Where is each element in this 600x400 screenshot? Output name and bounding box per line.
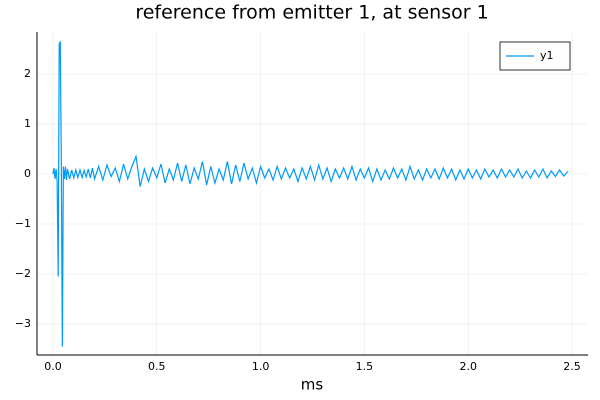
- y-tick-label: 2: [24, 67, 31, 80]
- line: [52, 41, 569, 347]
- chart-title: reference from emitter 1, at sensor 1: [135, 2, 488, 24]
- x-tick-label: 1.0: [252, 360, 270, 373]
- x-tick-label: 2.0: [459, 360, 477, 373]
- y-tick-label: −2: [15, 267, 31, 280]
- y-tick-label: −1: [15, 217, 31, 230]
- y-tick-label: 1: [24, 117, 31, 130]
- x-tick-label: 0.5: [148, 360, 166, 373]
- y-tick-label: −3: [15, 317, 31, 330]
- x-tick-label: 0.0: [44, 360, 62, 373]
- y-tick-label: 0: [24, 167, 31, 180]
- x-axis-label: ms: [301, 376, 324, 394]
- x-tick-label: 1.5: [356, 360, 374, 373]
- legend-label: y1: [540, 49, 554, 62]
- x-tick-label: 2.5: [563, 360, 581, 373]
